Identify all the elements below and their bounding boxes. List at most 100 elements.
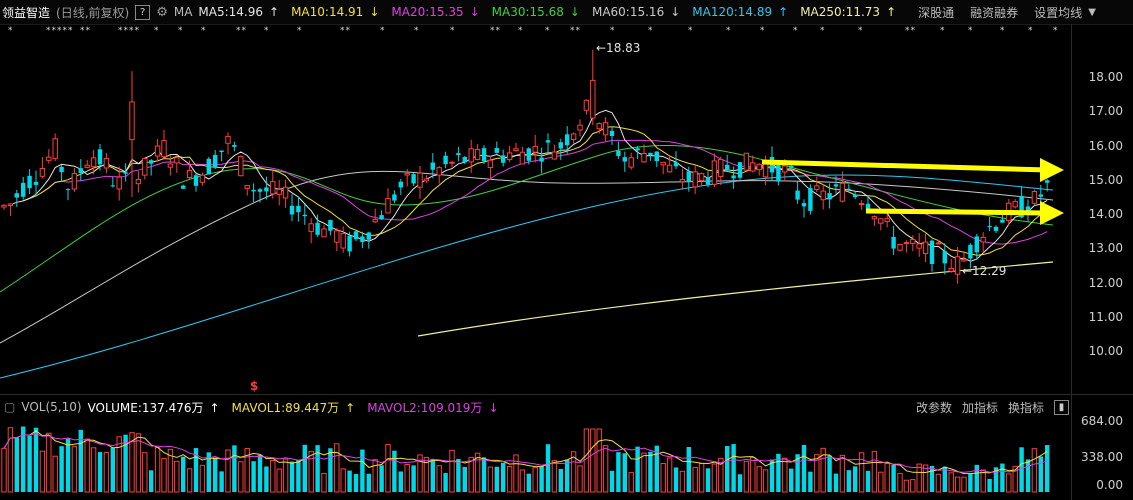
volume-bar-up (954, 476, 961, 493)
candle-body-down (827, 193, 832, 200)
candle-body-up (884, 218, 890, 222)
volume-bar-down (942, 466, 947, 492)
event-marker[interactable]: ** (236, 26, 247, 36)
candle-body-down (462, 157, 467, 163)
event-marker[interactable]: * (726, 26, 732, 36)
volume-bar-down (776, 453, 781, 492)
event-marker[interactable]: * (450, 26, 456, 36)
ma60-line (0, 170, 1054, 344)
event-marker[interactable]: * (178, 26, 184, 36)
event-marker[interactable]: ** (490, 26, 501, 36)
candle-body-down (296, 205, 301, 213)
event-marker[interactable]: * (610, 26, 616, 36)
candle-body-up (583, 99, 590, 111)
gear-icon[interactable]: ⚙ (156, 4, 168, 20)
event-marker[interactable]: * (154, 26, 160, 36)
event-marker[interactable]: * (760, 26, 766, 36)
volume-bar-up (948, 472, 954, 493)
volume-bar-up (762, 469, 769, 493)
candle-body-up (270, 181, 276, 195)
event-marker[interactable]: ** (340, 26, 351, 36)
help-button[interactable]: ? (135, 4, 151, 20)
event-marker[interactable]: * (1053, 26, 1059, 36)
volume-bar-up (308, 450, 314, 493)
volume-bar-down (302, 444, 307, 492)
event-marker[interactable]: * (8, 26, 14, 36)
candle-body-down (987, 226, 992, 228)
modify-params-button[interactable]: 改参数 (915, 400, 952, 415)
event-marker[interactable]: * (648, 26, 654, 36)
candle-body-up (436, 167, 442, 176)
menu-ma-settings[interactable]: 设置均线 (1034, 5, 1083, 20)
candle-body-up (135, 178, 142, 185)
event-marker[interactable]: * (1000, 26, 1006, 36)
candle-body-up (878, 218, 884, 224)
candle-body-down (648, 152, 653, 156)
volume-bar-up (199, 464, 206, 493)
candle-body-up (711, 160, 718, 185)
candle-body-up (570, 133, 577, 141)
event-marker[interactable]: * (297, 26, 303, 36)
event-marker[interactable]: * (1028, 26, 1034, 36)
volume-bar-up (916, 463, 922, 493)
event-marker[interactable]: **** (118, 26, 140, 36)
trend-arrow-lower-head (1040, 201, 1064, 225)
event-marker[interactable]: ** (905, 26, 916, 36)
event-marker[interactable]: ** (570, 26, 581, 36)
candle-body-up (858, 203, 865, 206)
candle-body-up (167, 163, 174, 168)
volume-bar-down (801, 444, 807, 492)
candle-body-up (468, 148, 474, 163)
menu-margin-trading[interactable]: 融资融券 (970, 5, 1019, 20)
event-marker[interactable]: * (380, 26, 386, 36)
volume-bar-down (315, 445, 320, 492)
volume-bar-down (379, 465, 384, 492)
add-indicator-button[interactable]: 加指标 (961, 400, 998, 415)
candle-body-up (103, 157, 110, 169)
event-marker[interactable]: * (414, 26, 420, 36)
volume-bar-up (922, 464, 929, 493)
event-marker[interactable]: ** (80, 26, 91, 36)
candle-body-up (519, 151, 526, 165)
event-marker[interactable]: * (545, 26, 551, 36)
price-tick: 10.00 (1088, 344, 1123, 358)
volume-bar-down (123, 434, 128, 492)
candle-body-up (474, 148, 481, 160)
chevron-down-icon[interactable]: ▼ (1088, 6, 1096, 18)
volume-bar-down (1038, 456, 1043, 492)
candle-body-up (39, 168, 46, 177)
event-marker[interactable]: * (201, 26, 207, 36)
event-marker[interactable]: ***** (46, 26, 74, 36)
close-panel-icon[interactable]: ▮ (1054, 399, 1069, 415)
event-marker[interactable]: * (688, 26, 694, 36)
volume-bar-down (545, 444, 551, 492)
stock-name[interactable]: 领益智造 (2, 5, 51, 20)
event-marker[interactable]: * (940, 26, 946, 36)
volume-bar-up (161, 458, 167, 493)
volume-tick: 0.00 (1096, 478, 1123, 492)
candle-body-up (698, 173, 705, 181)
volume-bar-up (186, 468, 193, 493)
event-marker[interactable]: * (968, 26, 974, 36)
indicator-header: 领益智造 (日线,前复权) ? ⚙ MA MA5:14.96 ↑ MA10:14.… (0, 0, 1133, 25)
event-marker[interactable]: * (793, 26, 799, 36)
candle-body-up (1, 204, 7, 208)
candle-body-up (340, 233, 346, 249)
candle-body-up (750, 162, 756, 172)
price-tick: 14.00 (1088, 207, 1123, 221)
volume-bar-down (97, 452, 103, 492)
event-marker[interactable]: * (858, 26, 864, 36)
candle-body-down (1045, 180, 1050, 183)
switch-indicator-button[interactable]: 换指标 (1007, 400, 1044, 415)
volume-indicator-name[interactable]: VOL(5,10) (21, 400, 82, 414)
event-marker[interactable]: * (264, 26, 270, 36)
candle-body-up (1031, 190, 1038, 204)
volume-bar-down (865, 470, 871, 492)
collapse-icon[interactable]: ▢ (4, 400, 16, 414)
event-marker[interactable]: * (820, 26, 826, 36)
candle-body-down (366, 232, 371, 240)
event-marker[interactable]: * (518, 26, 524, 36)
menu-shenguotong[interactable]: 深股通 (918, 5, 955, 20)
event-marker-row: * ***** ** **** * * * ** * * ** * * * ** * * ** * * * * * * * * **… (0, 26, 1070, 38)
